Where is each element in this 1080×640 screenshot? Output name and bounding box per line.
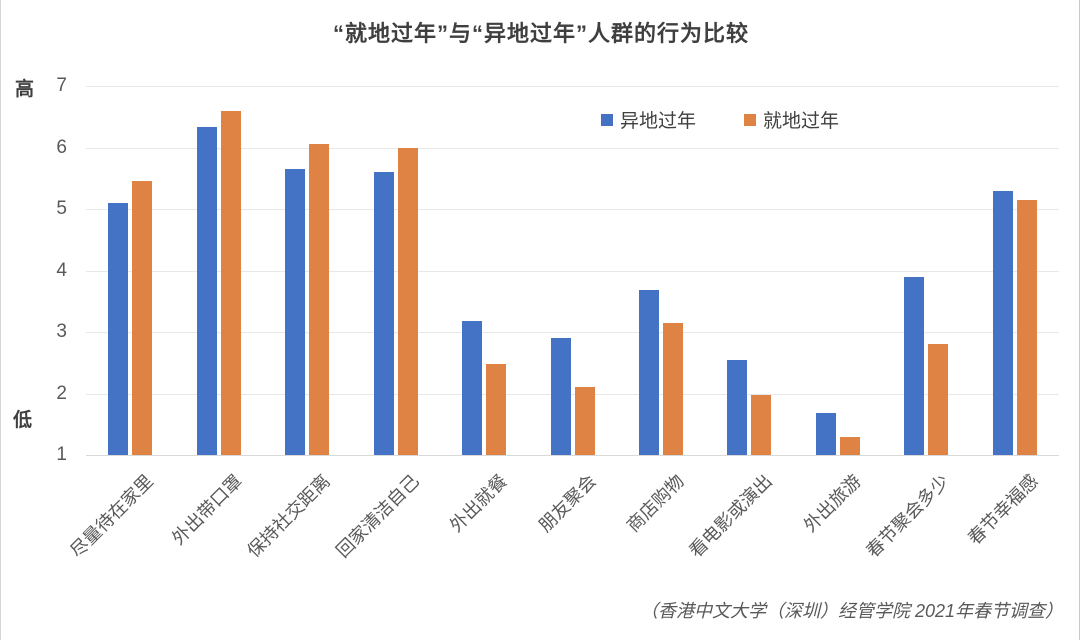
bar [373,172,394,455]
category-label: 尽量待在家里 [66,470,158,562]
chart-title: “就地过年”与“异地过年”人群的行为比较 [332,21,749,46]
y-tick-label: 6 [56,136,67,158]
bar [727,359,748,455]
source-note: （香港中文大学（深圳）经管学院 2021年春节调查） [639,601,1063,621]
y-axis-low-label: 低 [13,410,33,431]
bar [815,413,836,455]
gridline [86,147,1059,149]
legend-swatch-jiudi-icon [744,113,757,126]
bar [1016,199,1037,455]
category-label: 外出就餐 [445,470,512,536]
y-axis-high-label: 高 [15,79,35,100]
bar [550,338,571,455]
category-label: 春节聚会多少 [862,470,954,562]
bar [992,190,1013,455]
category-label: 春节幸福感 [963,470,1042,549]
y-tick-label: 4 [56,259,67,281]
y-tick-label: 5 [56,198,67,219]
legend-label-yidi: 异地过年 [620,111,697,132]
legend: 异地过年 就地过年 [601,106,839,133]
gridline [86,270,1059,272]
y-tick-label: 2 [56,382,67,404]
bar [928,344,949,455]
y-tick-label: 3 [56,321,67,342]
x-axis-line [86,455,1059,456]
bar [220,110,241,455]
bar [462,320,483,455]
gridline [86,332,1059,333]
bar [574,387,595,455]
category-label: 外出旅游 [799,470,865,536]
bar [839,436,860,455]
category-label: 外出带口罩 [167,470,246,549]
bar [108,202,129,455]
bar [132,181,153,455]
gridline [86,393,1059,395]
bar [309,144,330,455]
bar [486,363,507,455]
bar [751,394,772,455]
legend-item-jiudi: 就地过年 [744,106,839,133]
bar [904,276,925,455]
category-label: 商店购物 [622,470,688,536]
bar [285,169,306,455]
category-label: 朋友聚会 [534,470,600,536]
y-tick-label: 1 [56,444,67,465]
gridline [86,209,1059,210]
category-label: 回家清洁自己 [332,470,423,562]
category-label: 保持社交距离 [243,470,335,562]
legend-swatch-yidi-icon [601,113,613,126]
category-label: 看电影或演出 [685,470,777,562]
bar [196,127,217,455]
bar [662,322,683,455]
bar [638,290,659,455]
bar [397,147,418,455]
legend-item-yidi: 异地过年 [601,106,696,133]
gridline [86,86,1059,87]
y-tick-label: 7 [56,75,67,96]
legend-label-jiudi: 就地过年 [763,111,840,132]
